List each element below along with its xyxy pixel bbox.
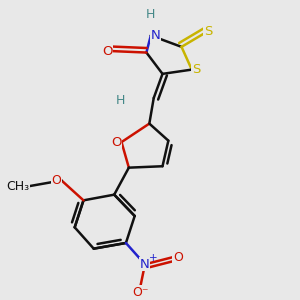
Text: O⁻: O⁻ [132,286,149,298]
Text: N: N [151,29,160,42]
Text: H: H [116,94,125,107]
Text: CH₃: CH₃ [6,180,29,193]
Text: N: N [140,258,150,271]
Text: S: S [204,25,212,38]
Text: O: O [52,174,61,187]
Text: O: O [111,136,122,148]
Text: O: O [173,251,183,264]
Text: O: O [102,45,113,58]
Text: H: H [146,8,155,21]
Text: +: + [149,253,158,263]
Text: S: S [192,63,200,76]
